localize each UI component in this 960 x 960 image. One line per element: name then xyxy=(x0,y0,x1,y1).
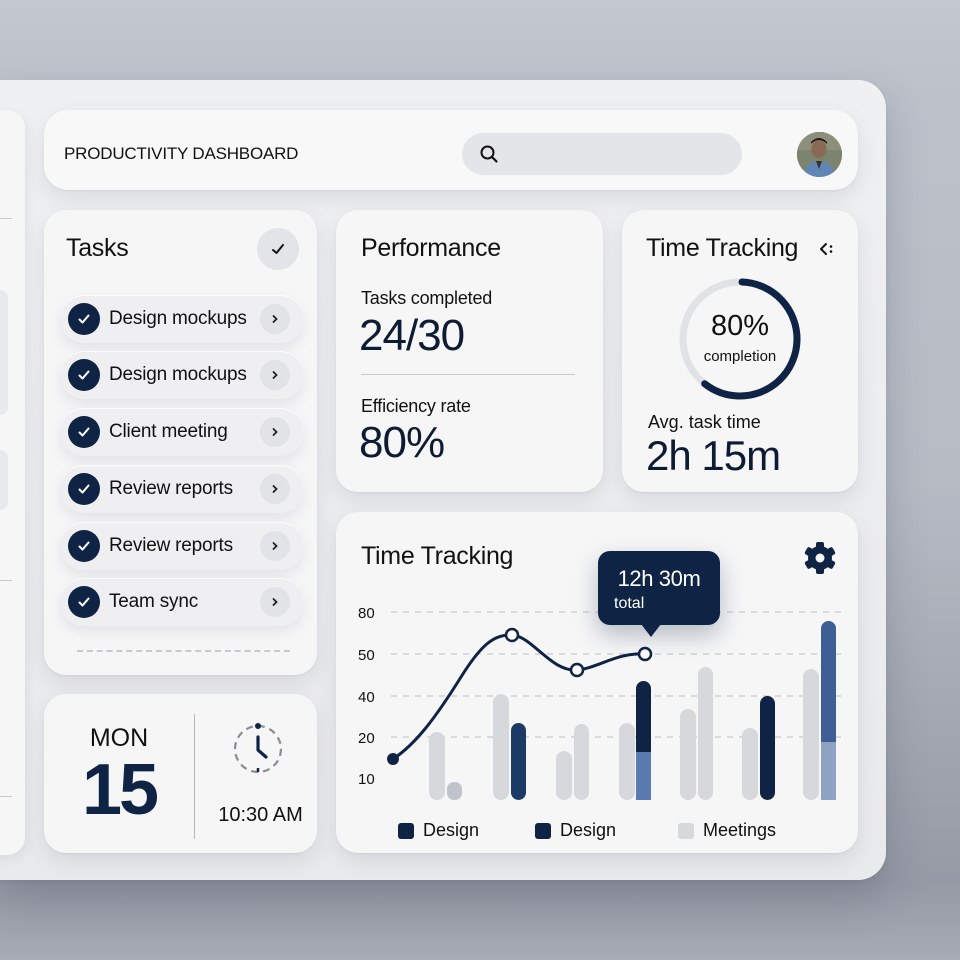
tasks-completed-value: 24/30 xyxy=(359,311,465,360)
performance-title: Performance xyxy=(361,234,501,262)
tasks-divider xyxy=(77,650,290,652)
performance-card: Performance Tasks completed 24/30 Effici… xyxy=(336,210,603,492)
legend-swatch xyxy=(535,822,551,839)
time-tracking-chart-card: 80 50 40 20 10 xyxy=(336,512,858,853)
legend-swatch xyxy=(398,822,414,839)
collapse-arrow-icon[interactable] xyxy=(818,240,836,258)
header-bar: PRODUCTIVITY DASHBOARD xyxy=(44,110,858,190)
y-tick: 80 xyxy=(358,605,375,622)
legend-item-meetings[interactable]: Meetings xyxy=(678,820,776,841)
chevron-right-icon xyxy=(272,485,278,493)
task-label: Review reports xyxy=(109,478,233,499)
task-checkbox[interactable] xyxy=(68,530,100,562)
chart-tooltip: 12h 30m total xyxy=(598,551,720,637)
sidebar-item[interactable] xyxy=(0,450,8,510)
day-number: 15 xyxy=(81,750,159,830)
efficiency-value: 80% xyxy=(359,418,445,467)
task-item[interactable]: Review reports xyxy=(60,522,304,570)
avg-task-time-value: 2h 15m xyxy=(646,432,781,479)
sidebar-partial xyxy=(0,110,25,855)
date-time-card: MON 15 10:30 AM xyxy=(44,694,317,853)
avg-task-time-label: Avg. task time xyxy=(648,412,761,432)
y-tick: 20 xyxy=(358,730,375,747)
task-item[interactable]: Review reports xyxy=(60,465,304,513)
current-time: 10:30 AM xyxy=(218,804,303,826)
search-icon xyxy=(480,145,498,163)
tasks-card: Tasks Design mockups Design mockups Clie… xyxy=(44,210,317,675)
date-divider xyxy=(194,714,195,839)
check-icon xyxy=(78,541,90,551)
tooltip-value: 12h 30m xyxy=(617,566,701,591)
avatar-icon xyxy=(797,132,842,177)
task-label: Client meeting xyxy=(109,421,228,442)
task-open-button[interactable] xyxy=(260,360,290,390)
task-checkbox[interactable] xyxy=(68,473,100,505)
chevron-right-icon xyxy=(272,315,278,323)
legend-label: Design xyxy=(560,820,617,840)
task-checkbox[interactable] xyxy=(68,303,100,335)
time-tracking-title: Time Tracking xyxy=(646,234,799,262)
mark-all-done-button[interactable] xyxy=(257,228,299,270)
search-input[interactable] xyxy=(462,133,742,175)
task-label: Design mockups xyxy=(109,364,247,385)
legend-swatch xyxy=(678,822,694,839)
check-icon xyxy=(78,484,90,494)
task-open-button[interactable] xyxy=(260,474,290,504)
chevron-right-icon xyxy=(272,542,278,550)
chevron-right-icon xyxy=(272,428,278,436)
check-icon xyxy=(78,597,90,607)
task-checkbox[interactable] xyxy=(68,586,100,618)
sidebar-divider xyxy=(0,218,12,219)
completion-ring xyxy=(679,278,801,400)
legend-item-design-2[interactable]: Design xyxy=(535,820,616,841)
chart-bars xyxy=(429,621,836,800)
check-icon xyxy=(78,427,90,437)
task-open-button[interactable] xyxy=(260,587,290,617)
clock-icon xyxy=(233,723,283,774)
performance-divider xyxy=(361,374,575,375)
task-item[interactable]: Design mockups xyxy=(60,295,304,343)
y-tick: 10 xyxy=(358,771,375,788)
task-item[interactable]: Team sync xyxy=(60,578,304,626)
task-label: Review reports xyxy=(109,535,233,556)
y-tick: 50 xyxy=(358,647,375,664)
efficiency-label: Efficiency rate xyxy=(361,396,471,416)
chart-title: Time Tracking xyxy=(361,542,514,570)
user-avatar[interactable] xyxy=(797,132,842,177)
task-checkbox[interactable] xyxy=(68,359,100,391)
day-name: MON xyxy=(89,724,149,752)
tasks-completed-label: Tasks completed xyxy=(361,288,493,308)
task-open-button[interactable] xyxy=(260,417,290,447)
page-title: PRODUCTIVITY DASHBOARD xyxy=(64,144,299,163)
task-item[interactable]: Client meeting xyxy=(60,408,304,456)
checkmark-icon xyxy=(272,244,284,254)
chevron-right-icon xyxy=(272,598,278,606)
check-icon xyxy=(78,314,90,324)
tasks-title: Tasks xyxy=(66,234,129,262)
legend-item-design[interactable]: Design xyxy=(398,820,479,841)
time-tracking-summary-card: Time Tracking 80% completion Avg. task t… xyxy=(622,210,858,492)
task-checkbox[interactable] xyxy=(68,416,100,448)
sidebar-divider xyxy=(0,796,12,797)
completion-label: completion xyxy=(703,348,777,365)
y-tick: 40 xyxy=(358,689,375,706)
task-open-button[interactable] xyxy=(260,531,290,561)
chevron-right-icon xyxy=(272,371,278,379)
legend-label: Design xyxy=(423,820,480,840)
check-icon xyxy=(78,370,90,380)
legend-label: Meetings xyxy=(703,820,777,840)
task-open-button[interactable] xyxy=(260,304,290,334)
time-tracking-chart: 80 50 40 20 10 xyxy=(358,605,841,800)
gear-icon[interactable] xyxy=(802,540,838,576)
completion-percent: 80% xyxy=(710,310,770,342)
tooltip-label: total xyxy=(614,595,645,612)
task-label: Design mockups xyxy=(109,308,247,329)
task-label: Team sync xyxy=(109,591,199,612)
sidebar-divider xyxy=(0,580,12,581)
sidebar-item[interactable] xyxy=(0,290,8,415)
task-item[interactable]: Design mockups xyxy=(60,351,304,399)
